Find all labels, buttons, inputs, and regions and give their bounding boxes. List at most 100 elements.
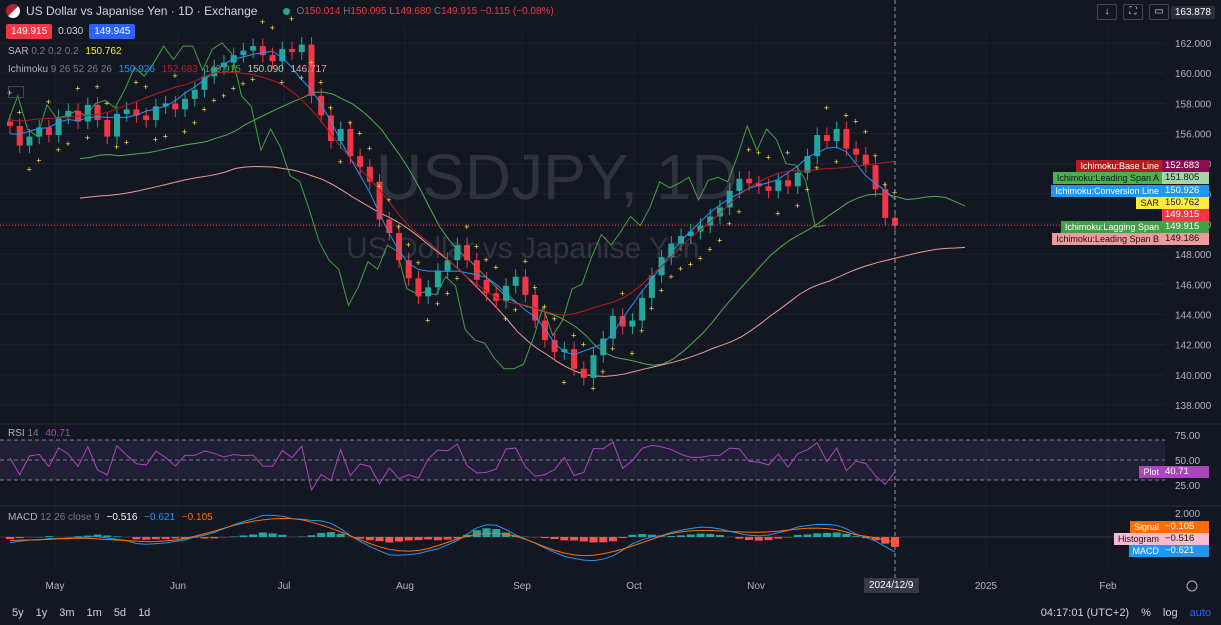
sar-dot: + <box>211 95 216 105</box>
macd-histogram-bar <box>677 535 686 537</box>
y-tick-label: 140.000 <box>1175 371 1212 382</box>
sar-dot: + <box>882 180 887 190</box>
timeframe-3m[interactable]: 3m <box>59 607 75 619</box>
macd-legend[interactable]: MACD 12 26 close 9 −0.516 −0.621 −0.105 <box>8 512 213 523</box>
macd-histogram-bar <box>832 532 841 537</box>
macd-histogram-bar <box>560 537 569 541</box>
macd-histogram-bar <box>745 537 754 540</box>
macd-label-name: MACD <box>1128 545 1163 557</box>
rsi-legend[interactable]: RSI 14 40.71 <box>8 428 71 439</box>
candle-body <box>191 89 198 99</box>
candle-body <box>65 110 72 117</box>
candle-body <box>687 231 694 237</box>
macd-histogram-bar <box>871 537 880 541</box>
sar-dot: + <box>746 145 751 155</box>
macd-histogram-bar <box>647 534 656 537</box>
down-arrow-icon[interactable]: ↓ <box>1097 4 1117 20</box>
sar-dot: + <box>824 103 829 113</box>
candle-body <box>327 115 334 142</box>
timeframe-1m[interactable]: 1m <box>86 607 102 619</box>
sar-dot: + <box>104 98 109 108</box>
sar-dot: + <box>552 314 557 324</box>
macd-histogram-bar <box>112 536 121 537</box>
timeframe-1y[interactable]: 1y <box>35 607 48 619</box>
sar-dot: + <box>873 151 878 161</box>
sar-dot: + <box>308 58 313 68</box>
x-tick-label: Sep <box>513 581 531 592</box>
collapse-legend-button[interactable] <box>8 86 24 98</box>
sar-dot: + <box>785 148 790 158</box>
sar-dot: + <box>571 331 576 341</box>
settings-icon <box>1186 580 1198 592</box>
macd-histogram-bar <box>715 534 724 537</box>
macd-histogram-bar <box>44 536 53 537</box>
percent-toggle[interactable]: % <box>1141 607 1151 619</box>
candle-body <box>804 156 811 173</box>
macd-histogram-bar <box>268 533 277 537</box>
macd-histogram-bar <box>414 537 423 541</box>
expand-icon[interactable]: ⛶ <box>1123 4 1143 20</box>
sar-dot: + <box>114 142 119 152</box>
candle-body <box>765 186 772 191</box>
candle-body <box>425 287 432 297</box>
sar-dot: + <box>668 272 673 282</box>
candle-body <box>298 44 305 53</box>
sar-dot: + <box>804 184 809 194</box>
macd-histogram-bar <box>433 537 442 541</box>
macd-histogram-bar <box>74 536 83 537</box>
ichimoku-legend[interactable]: Ichimoku 9 26 52 26 26 150.926 152.683 1… <box>8 64 327 75</box>
macd-histogram-bar <box>482 528 491 537</box>
macd-histogram-bar <box>336 533 345 537</box>
sar-dot: + <box>795 201 800 211</box>
timeframe-5d[interactable]: 5d <box>113 607 127 619</box>
sar-dot: + <box>503 314 508 324</box>
macd-histogram-bar <box>83 535 92 537</box>
price-label-value: 150.762 <box>1162 197 1209 209</box>
candle-body <box>337 129 344 142</box>
macd-histogram-bar <box>667 535 676 537</box>
chart-header: US Dollar vs Japanise Yen · 1D · Exchang… <box>6 4 554 18</box>
macd-histogram-bar <box>424 537 433 540</box>
log-toggle[interactable]: log <box>1162 607 1178 619</box>
macd-histogram-bar <box>151 537 160 540</box>
candle-body <box>639 297 646 321</box>
candle-body <box>746 178 753 184</box>
sar-dot: + <box>192 118 197 128</box>
timeframe-1d[interactable]: 1d <box>138 607 151 619</box>
macd-histogram-bar <box>375 537 384 542</box>
buy-button[interactable]: 149.945 <box>89 24 136 39</box>
candle-body <box>833 129 840 142</box>
auto-toggle[interactable]: auto <box>1189 607 1211 619</box>
sar-dot: + <box>182 127 187 137</box>
candle-body <box>697 225 704 232</box>
candle-body <box>609 315 616 339</box>
sar-dot: + <box>484 255 489 265</box>
sar-legend[interactable]: SAR 0.2 0.2 0.2 150.762 <box>8 46 122 57</box>
timeframe-5y[interactable]: 5y <box>12 607 24 619</box>
sell-button[interactable]: 149.915 <box>6 24 53 39</box>
sar-dot: + <box>814 163 819 173</box>
candle-body <box>220 62 227 68</box>
trade-buttons: 149.915 0.030 149.945 <box>6 24 136 39</box>
sar-dot: + <box>688 260 693 270</box>
sar-dot: + <box>357 129 362 139</box>
candle-body <box>629 320 636 327</box>
sar-dot: + <box>299 73 304 83</box>
sar-dot: + <box>17 107 22 117</box>
price-label-name: Ichimoku:Lagging Span <box>1060 221 1163 233</box>
rsi-line <box>9 441 896 492</box>
macd-histogram-bar <box>229 536 238 537</box>
macd-histogram-bar <box>579 537 588 542</box>
sar-dot: + <box>454 273 459 283</box>
candle-body <box>94 104 101 120</box>
price-label-name: Ichimoku:Leading Span A <box>1052 172 1163 184</box>
symbol-title[interactable]: US Dollar vs Japanise Yen · 1D · Exchang… <box>26 4 258 18</box>
candle-body <box>843 129 850 149</box>
candle-body <box>434 270 441 288</box>
sar-dot: + <box>367 144 372 154</box>
candle-body <box>240 50 247 56</box>
candle-body <box>366 166 373 182</box>
window-icon[interactable]: ▭ <box>1149 4 1169 20</box>
candle-body <box>182 98 189 110</box>
candle-body <box>464 245 471 261</box>
